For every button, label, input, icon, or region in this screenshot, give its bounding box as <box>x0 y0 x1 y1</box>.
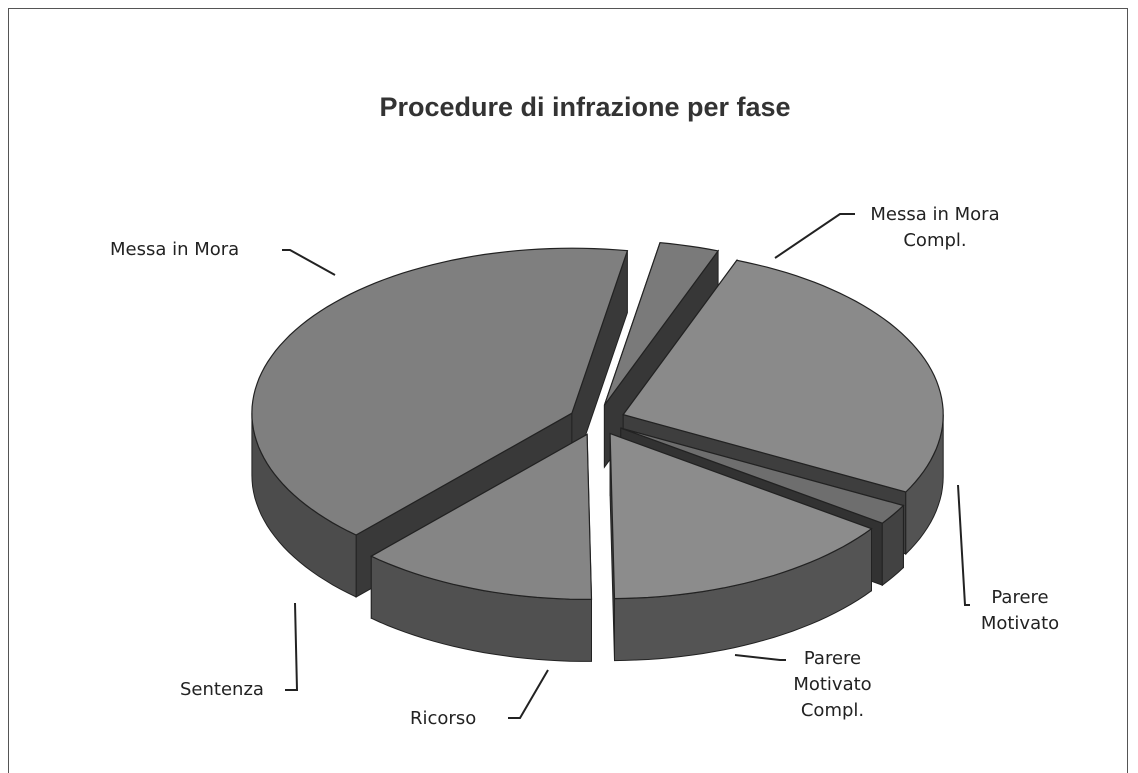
slice-label: Messa in Mora Compl. <box>870 204 1000 251</box>
slice-label: Messa in Mora <box>110 239 240 260</box>
leader-line <box>734 654 786 661</box>
slice-top <box>622 259 944 493</box>
slice-label: Parere Motivato <box>980 587 1060 634</box>
slice <box>609 432 873 662</box>
slice-top <box>609 432 873 600</box>
slice-top <box>251 247 629 536</box>
slice-top <box>603 242 720 406</box>
chart-title: Procedure di infrazione per fase <box>379 92 790 122</box>
leader-line <box>508 669 549 719</box>
chart-frame <box>8 8 1128 773</box>
slice-top <box>620 427 905 524</box>
slice-label: Sentenza <box>180 679 264 700</box>
slice <box>369 433 593 662</box>
slice-label: Ricorso <box>410 708 477 729</box>
leader-line <box>957 484 970 606</box>
leader-line <box>282 249 336 276</box>
slice-label: Parere Motivato Compl. <box>793 648 872 721</box>
leader-line <box>774 213 855 259</box>
leader-line <box>285 602 299 691</box>
slice-top <box>369 433 593 600</box>
